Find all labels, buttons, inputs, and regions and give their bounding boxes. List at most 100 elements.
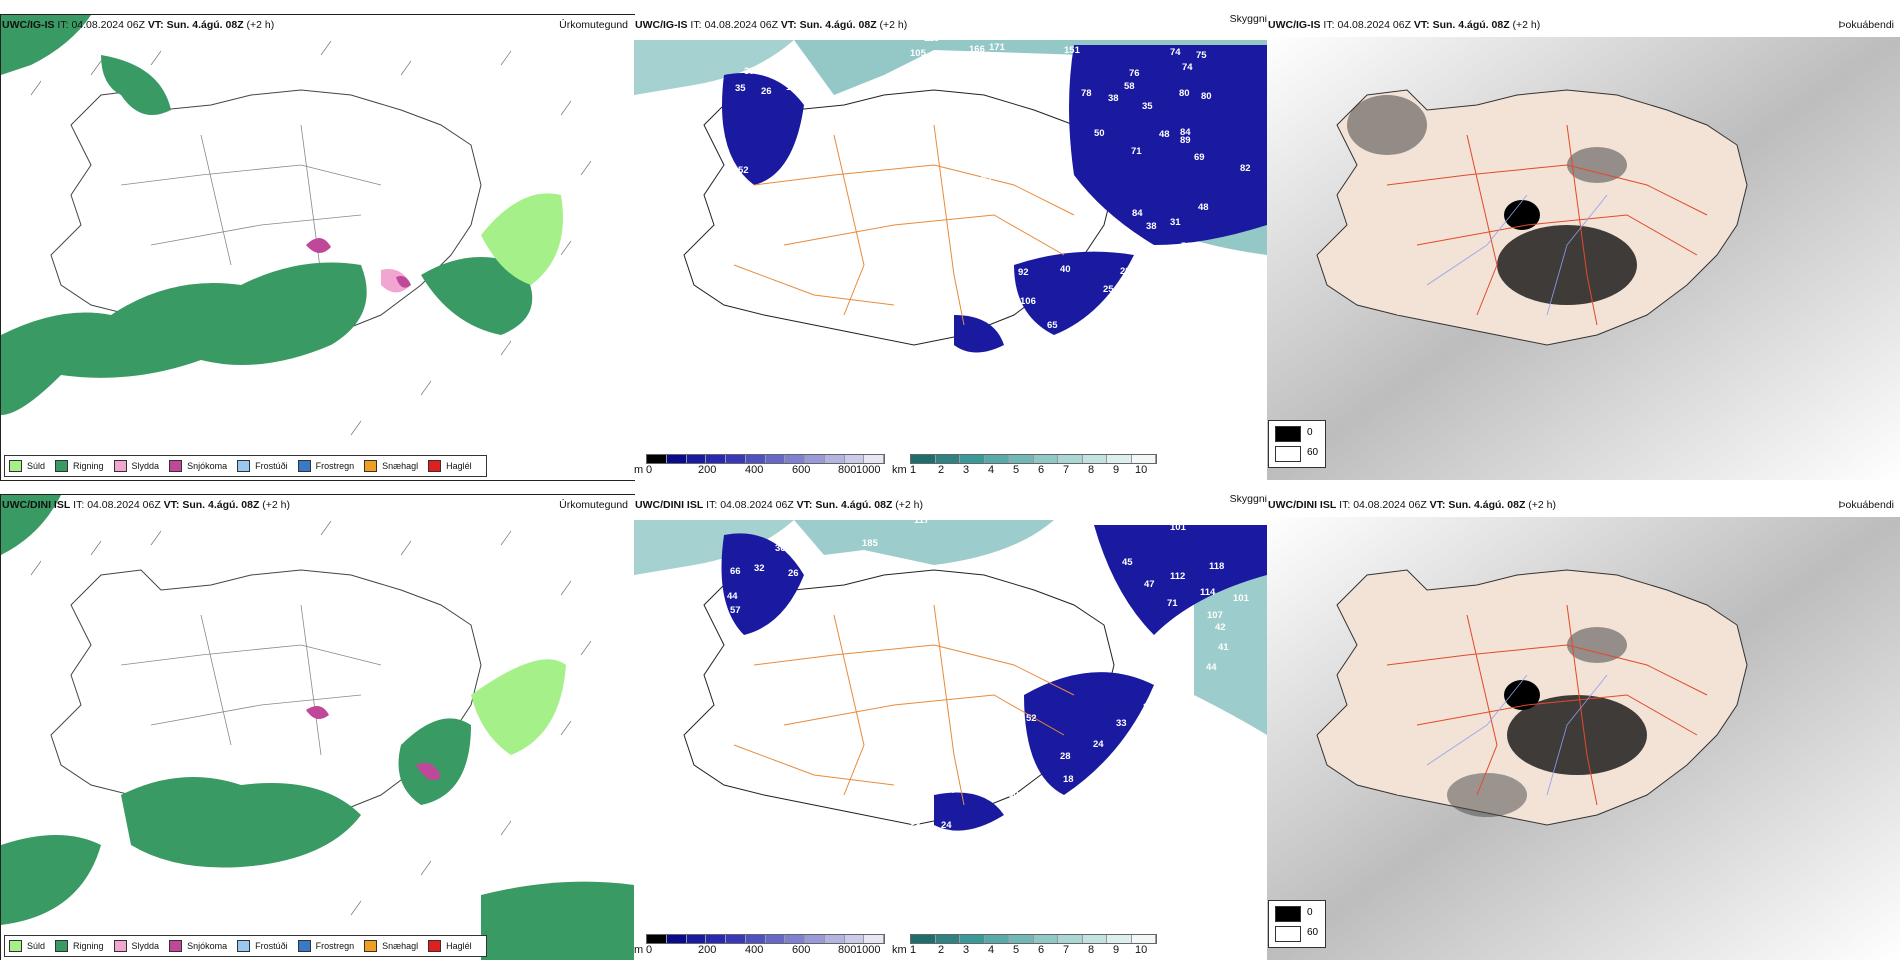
- legend-swatch: [113, 460, 127, 472]
- drizzle-area: [471, 659, 566, 755]
- legend-swatch: [9, 460, 22, 472]
- visibility-value: 33: [807, 116, 818, 127]
- visibility-value: 40: [1011, 317, 1022, 328]
- vt-value: Sun. 4.ágú. 08Z: [182, 499, 260, 511]
- visibility-value: 84: [1180, 127, 1191, 138]
- ceiling-tick: 600: [792, 464, 811, 476]
- visibility-value: 50: [1008, 789, 1019, 800]
- panel-header: UWC/DINI ISL IT: 04.08.2024 06Z VT: Sun.…: [1268, 499, 1556, 511]
- panel-title: Skyggni: [1229, 15, 1267, 25]
- visibility-tick: 1: [910, 944, 917, 956]
- visibility-strip: [910, 934, 1157, 944]
- visibility-value: 74: [1170, 47, 1181, 58]
- legend-label: Snæhagl: [382, 941, 419, 951]
- legend-item: Súld: [9, 940, 45, 952]
- it-value: 04.08.2024 06Z: [71, 19, 145, 31]
- legend-item: Snjókoma: [169, 460, 227, 472]
- visibility-value: 25: [1108, 301, 1119, 312]
- visibility-value: 26: [788, 568, 799, 579]
- model-name: UWC/DINI ISL: [1268, 499, 1337, 511]
- legend-item: Haglél: [428, 460, 472, 472]
- legend-swatch: [237, 460, 251, 472]
- precip-legend: Súld Rigning Slydda Snjókoma Frostúði Fr…: [4, 455, 487, 477]
- visibility-value: 35: [735, 83, 746, 94]
- legend-label: Súld: [27, 941, 46, 951]
- vt-label: VT:: [1413, 19, 1430, 31]
- visibility-value: 72: [981, 175, 992, 186]
- visibility-value: 118: [1209, 561, 1225, 572]
- visibility-value: 38: [1108, 93, 1119, 104]
- visibility-value: 69: [1194, 152, 1205, 163]
- visibility-value: 161: [883, 105, 899, 116]
- visibility-value: 48: [1198, 202, 1209, 213]
- legend-swatch: [364, 460, 378, 472]
- ceiling-colorbar: m 0 200 400 600 800 1000: [634, 454, 885, 476]
- vt-label: VT:: [1429, 499, 1446, 511]
- lead-time: (+2 h): [1528, 499, 1557, 511]
- visibility-value: 24: [1093, 739, 1104, 750]
- visibility-value: 80: [1179, 88, 1190, 99]
- visibility-value: 46: [1047, 669, 1058, 680]
- legend-swatch: [297, 460, 311, 472]
- model-name: UWC/IG-IS: [1268, 19, 1321, 31]
- vt-label: VT:: [163, 499, 180, 511]
- visibility-value: 57: [730, 605, 741, 616]
- visibility-value: 40: [1060, 264, 1071, 275]
- ceiling-tick: 200: [698, 944, 717, 956]
- legend-label: Haglél: [446, 461, 472, 471]
- visibility-value: 49: [710, 88, 721, 99]
- visibility-value: 48: [1159, 129, 1170, 140]
- visibility-value: 53: [978, 351, 989, 362]
- visibility-value: 25: [1103, 284, 1114, 295]
- visibility-value: 35: [1142, 101, 1153, 112]
- legend-label: Rigning: [73, 941, 104, 951]
- panel-title: Þokuábendi: [1838, 19, 1894, 31]
- visibility-value: 28: [1060, 751, 1071, 762]
- panel-title: Úrkomutegund: [559, 19, 628, 31]
- vt-value: Sun. 4.ágú. 08Z: [815, 499, 893, 511]
- visibility-tick: 10: [1135, 944, 1148, 956]
- legend-item: Haglél: [428, 940, 472, 952]
- visibility-value: 136: [898, 94, 914, 105]
- visibility-tick: 10: [1135, 464, 1148, 476]
- legend-label: Haglél: [446, 941, 472, 951]
- visibility-value: 71: [1167, 598, 1178, 609]
- visibility-tick: 7: [1063, 464, 1070, 476]
- legend-swatch: [169, 460, 183, 472]
- fog-legend-swatch: [1275, 426, 1301, 442]
- precip-legend: Súld Rigning Slydda Snjókoma Frostúði Fr…: [4, 935, 487, 957]
- panel-title: Skyggni: [1229, 495, 1267, 505]
- it-label: IT:: [690, 19, 702, 31]
- visibility-tick: 8: [1088, 464, 1095, 476]
- lead-time: (+2 h): [1512, 19, 1541, 31]
- fog-legend-swatch: [1275, 906, 1301, 922]
- visibility-value: 171: [989, 42, 1005, 53]
- visibility-strip: [910, 454, 1157, 464]
- visibility-tick: 7: [1063, 944, 1070, 956]
- visibility-map: [634, 40, 1267, 450]
- ceiling-strip: [646, 934, 885, 944]
- ceiling-tick: 600: [792, 944, 811, 956]
- it-value: 04.08.2024 06Z: [1337, 19, 1411, 31]
- visibility-colorbar: km 1 2 3 4 5 6 7 8 9 10: [892, 454, 1157, 476]
- it-label: IT:: [57, 19, 69, 31]
- legend-item: Frostúði: [237, 460, 288, 472]
- panel-title: Úrkomutegund: [559, 499, 628, 511]
- visibility-value: 58: [1181, 241, 1192, 252]
- visibility-value: 52: [910, 798, 921, 809]
- legend-item: Frostregn: [297, 460, 354, 472]
- legend-swatch: [428, 460, 442, 472]
- visibility-value: 36: [775, 543, 786, 554]
- visibility-value: 52: [1026, 713, 1037, 724]
- legend-item: Rigning: [55, 460, 104, 472]
- legend-label: Rigning: [73, 461, 104, 471]
- lead-time: (+2 h): [879, 19, 908, 31]
- legend-item: Snæhagl: [364, 940, 418, 952]
- fog-map: [1267, 517, 1900, 960]
- ceiling-tick: 1000: [856, 464, 881, 476]
- visibility-value: 147: [786, 82, 802, 93]
- visibility-value: 74: [1182, 62, 1193, 73]
- snow-area: [306, 706, 329, 719]
- visibility-tick: 2: [938, 464, 945, 476]
- panel-title: Þokuábendi: [1838, 499, 1894, 511]
